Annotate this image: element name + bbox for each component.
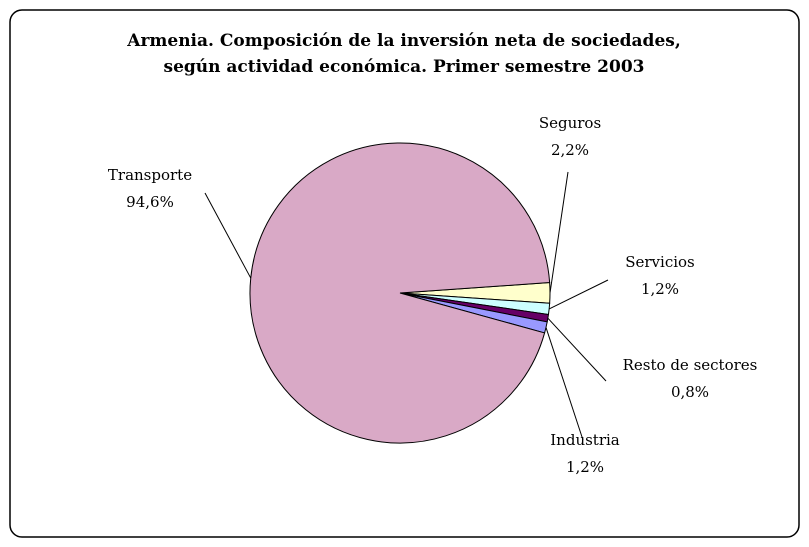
leader-line <box>549 171 569 293</box>
chart-title: Armenia. Composición de la inversión net… <box>126 31 681 51</box>
leader-line <box>548 279 609 310</box>
leader-line <box>204 192 252 279</box>
slice-value-label: 0,8% <box>671 383 709 401</box>
leader-line <box>545 327 584 441</box>
slice-label: Transporte <box>108 166 192 184</box>
slice-value-label: 1,2% <box>566 458 604 476</box>
slice-label: Seguros <box>539 114 601 132</box>
chart-title: según actividad económica. Primer semest… <box>164 57 645 77</box>
slice-value-label: 1,2% <box>641 280 679 298</box>
slice-value-label: 2,2% <box>551 141 589 159</box>
leader-line <box>547 317 607 382</box>
slice-label: Servicios <box>625 253 695 271</box>
slice-label: Industria <box>550 431 620 449</box>
slice-label: Resto de sectores <box>623 356 758 374</box>
slice-value-label: 94,6% <box>126 193 174 211</box>
